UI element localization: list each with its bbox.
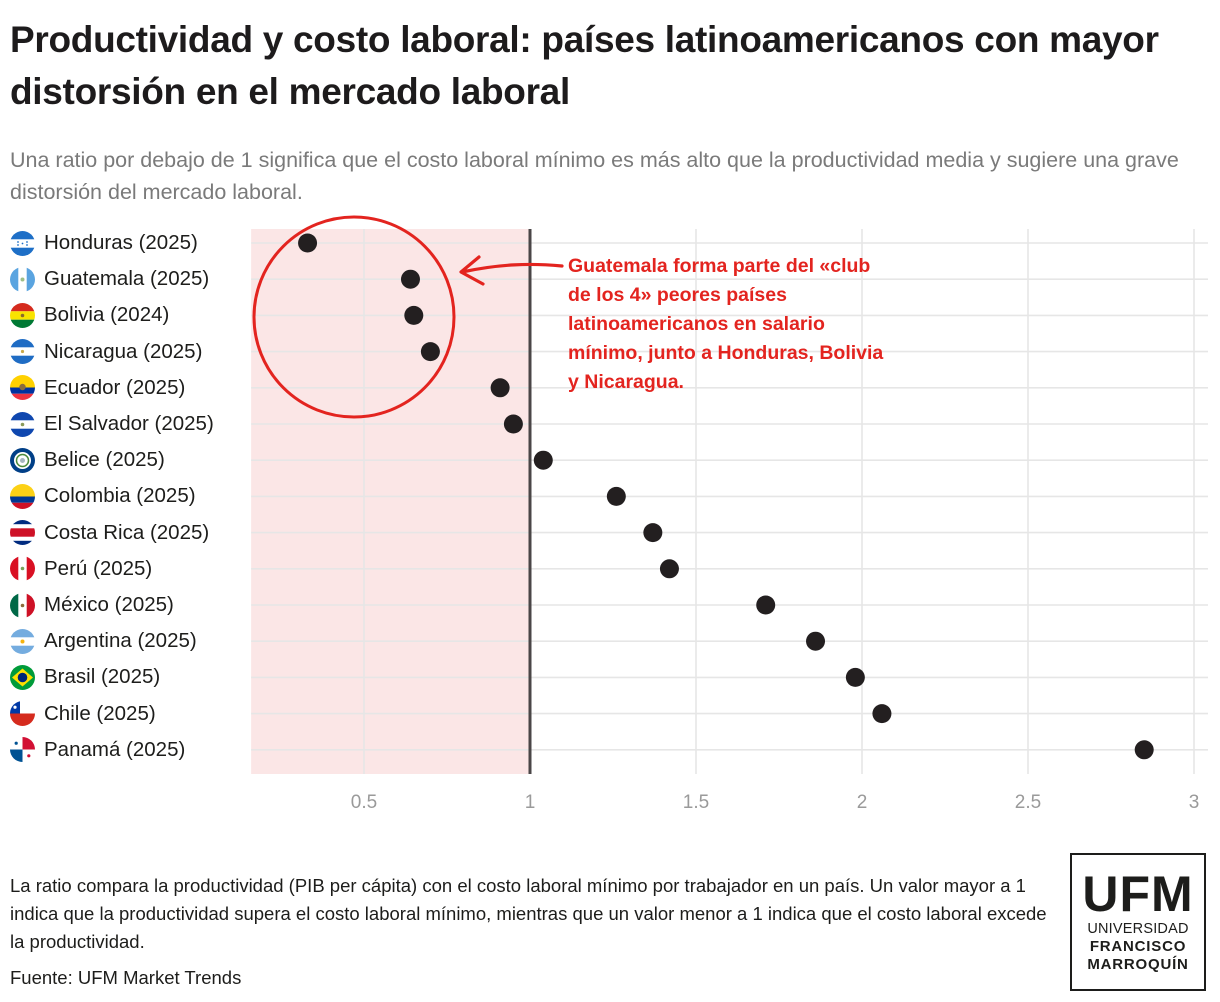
country-row-label: Panamá (2025) — [10, 732, 185, 768]
country-row-label: Bolivia (2024) — [10, 297, 169, 333]
country-name: Argentina (2025) — [44, 629, 197, 653]
country-name: Brasil (2025) — [44, 665, 161, 689]
data-point — [1134, 740, 1154, 760]
country-row-label: Chile (2025) — [10, 696, 156, 732]
country-name: Panamá (2025) — [44, 737, 186, 761]
country-row-label: México (2025) — [10, 587, 174, 623]
country-row-label: Nicaragua (2025) — [10, 334, 202, 370]
logo-line-marroquin: MARROQUÍN — [1087, 955, 1189, 973]
brasil-flag-icon — [10, 664, 35, 690]
data-point — [606, 486, 626, 506]
country-name: El Salvador (2025) — [44, 412, 214, 435]
data-point — [490, 378, 510, 398]
data-point — [533, 450, 553, 470]
x-tick-label: 3 — [1189, 792, 1200, 813]
peru-flag-icon — [10, 556, 35, 582]
guatemala-flag-icon — [10, 266, 35, 292]
annotation-text: Guatemala forma parte del «club de los 4… — [568, 255, 884, 393]
country-name: Bolivia (2024) — [44, 303, 170, 327]
ufm-logo: UFM UNIVERSIDAD FRANCISCO MARROQUÍN — [1070, 853, 1206, 991]
country-row-label: Colombia (2025) — [10, 478, 196, 514]
highlight-circle — [252, 215, 456, 419]
country-name: Costa Rica (2025) — [44, 520, 210, 544]
country-name: Chile (2025) — [44, 701, 156, 725]
logo-line-universidad: UNIVERSIDAD — [1087, 920, 1189, 937]
ecuador-flag-icon — [10, 375, 35, 401]
nicaragua-flag-icon — [10, 339, 35, 365]
x-tick-label: 1.5 — [683, 792, 709, 813]
arrow-head-icon — [459, 255, 485, 286]
colombia-flag-icon — [10, 483, 35, 509]
source-note: Fuente: UFM Market Trends — [10, 967, 242, 988]
data-point — [503, 414, 523, 434]
country-row-label: Guatemala (2025) — [10, 261, 209, 297]
footnote: La ratio compara la productividad (PIB p… — [10, 875, 1047, 952]
panama-flag-icon — [10, 737, 35, 763]
argentina-flag-icon — [10, 628, 35, 654]
country-row-label: Costa Rica (2025) — [10, 515, 209, 551]
chart-title: Productividad y costo laboral: países la… — [10, 19, 1159, 112]
x-tick-label: 1 — [525, 792, 536, 813]
country-row-label: Argentina (2025) — [10, 623, 197, 659]
country-row-label: Belice (2025) — [10, 442, 165, 478]
x-tick-label: 0.5 — [351, 792, 377, 813]
chart-subtitle: Una ratio por debajo de 1 significa que … — [10, 148, 1179, 204]
logo-ufm-text: UFM — [1082, 865, 1194, 922]
mexico-flag-icon — [10, 592, 35, 618]
el-salvador-flag-icon — [10, 411, 35, 437]
country-name: Belice (2025) — [44, 448, 165, 472]
data-point — [298, 233, 318, 253]
data-point — [400, 269, 420, 289]
bolivia-flag-icon — [10, 302, 35, 328]
logo-line-francisco: FRANCISCO — [1089, 937, 1187, 955]
country-name: Ecuador (2025) — [44, 375, 186, 399]
country-name: Honduras (2025) — [44, 231, 198, 254]
country-row-label: Ecuador (2025) — [10, 370, 185, 406]
data-point — [806, 631, 826, 651]
country-row-label: Brasil (2025) — [10, 659, 160, 695]
country-name: México (2025) — [44, 593, 174, 616]
country-row-label: Perú (2025) — [10, 551, 152, 587]
data-point — [420, 342, 440, 362]
country-name: Nicaragua (2025) — [44, 339, 203, 363]
country-row-label: El Salvador (2025) — [10, 406, 214, 442]
costa-rica-flag-icon — [10, 520, 35, 546]
data-point — [756, 595, 776, 615]
annotation-arrow — [460, 262, 564, 274]
country-name: Perú (2025) — [44, 556, 153, 580]
data-point — [845, 667, 865, 687]
x-tick-label: 2.5 — [1015, 792, 1041, 813]
shaded-region — [251, 229, 530, 774]
chile-flag-icon — [10, 701, 35, 727]
data-point — [659, 559, 679, 579]
data-point — [643, 523, 663, 543]
country-name: Guatemala (2025) — [44, 267, 210, 291]
x-tick-label: 2 — [857, 792, 868, 813]
honduras-flag-icon — [10, 230, 35, 256]
country-name: Colombia (2025) — [44, 484, 196, 508]
dot-plot-chart: 0.5 1 1.5 2 2.5 3 — [251, 215, 1208, 813]
data-point — [404, 305, 424, 325]
data-point — [872, 704, 892, 724]
belice-flag-icon — [10, 447, 35, 473]
country-row-label: Honduras (2025) — [10, 225, 198, 261]
